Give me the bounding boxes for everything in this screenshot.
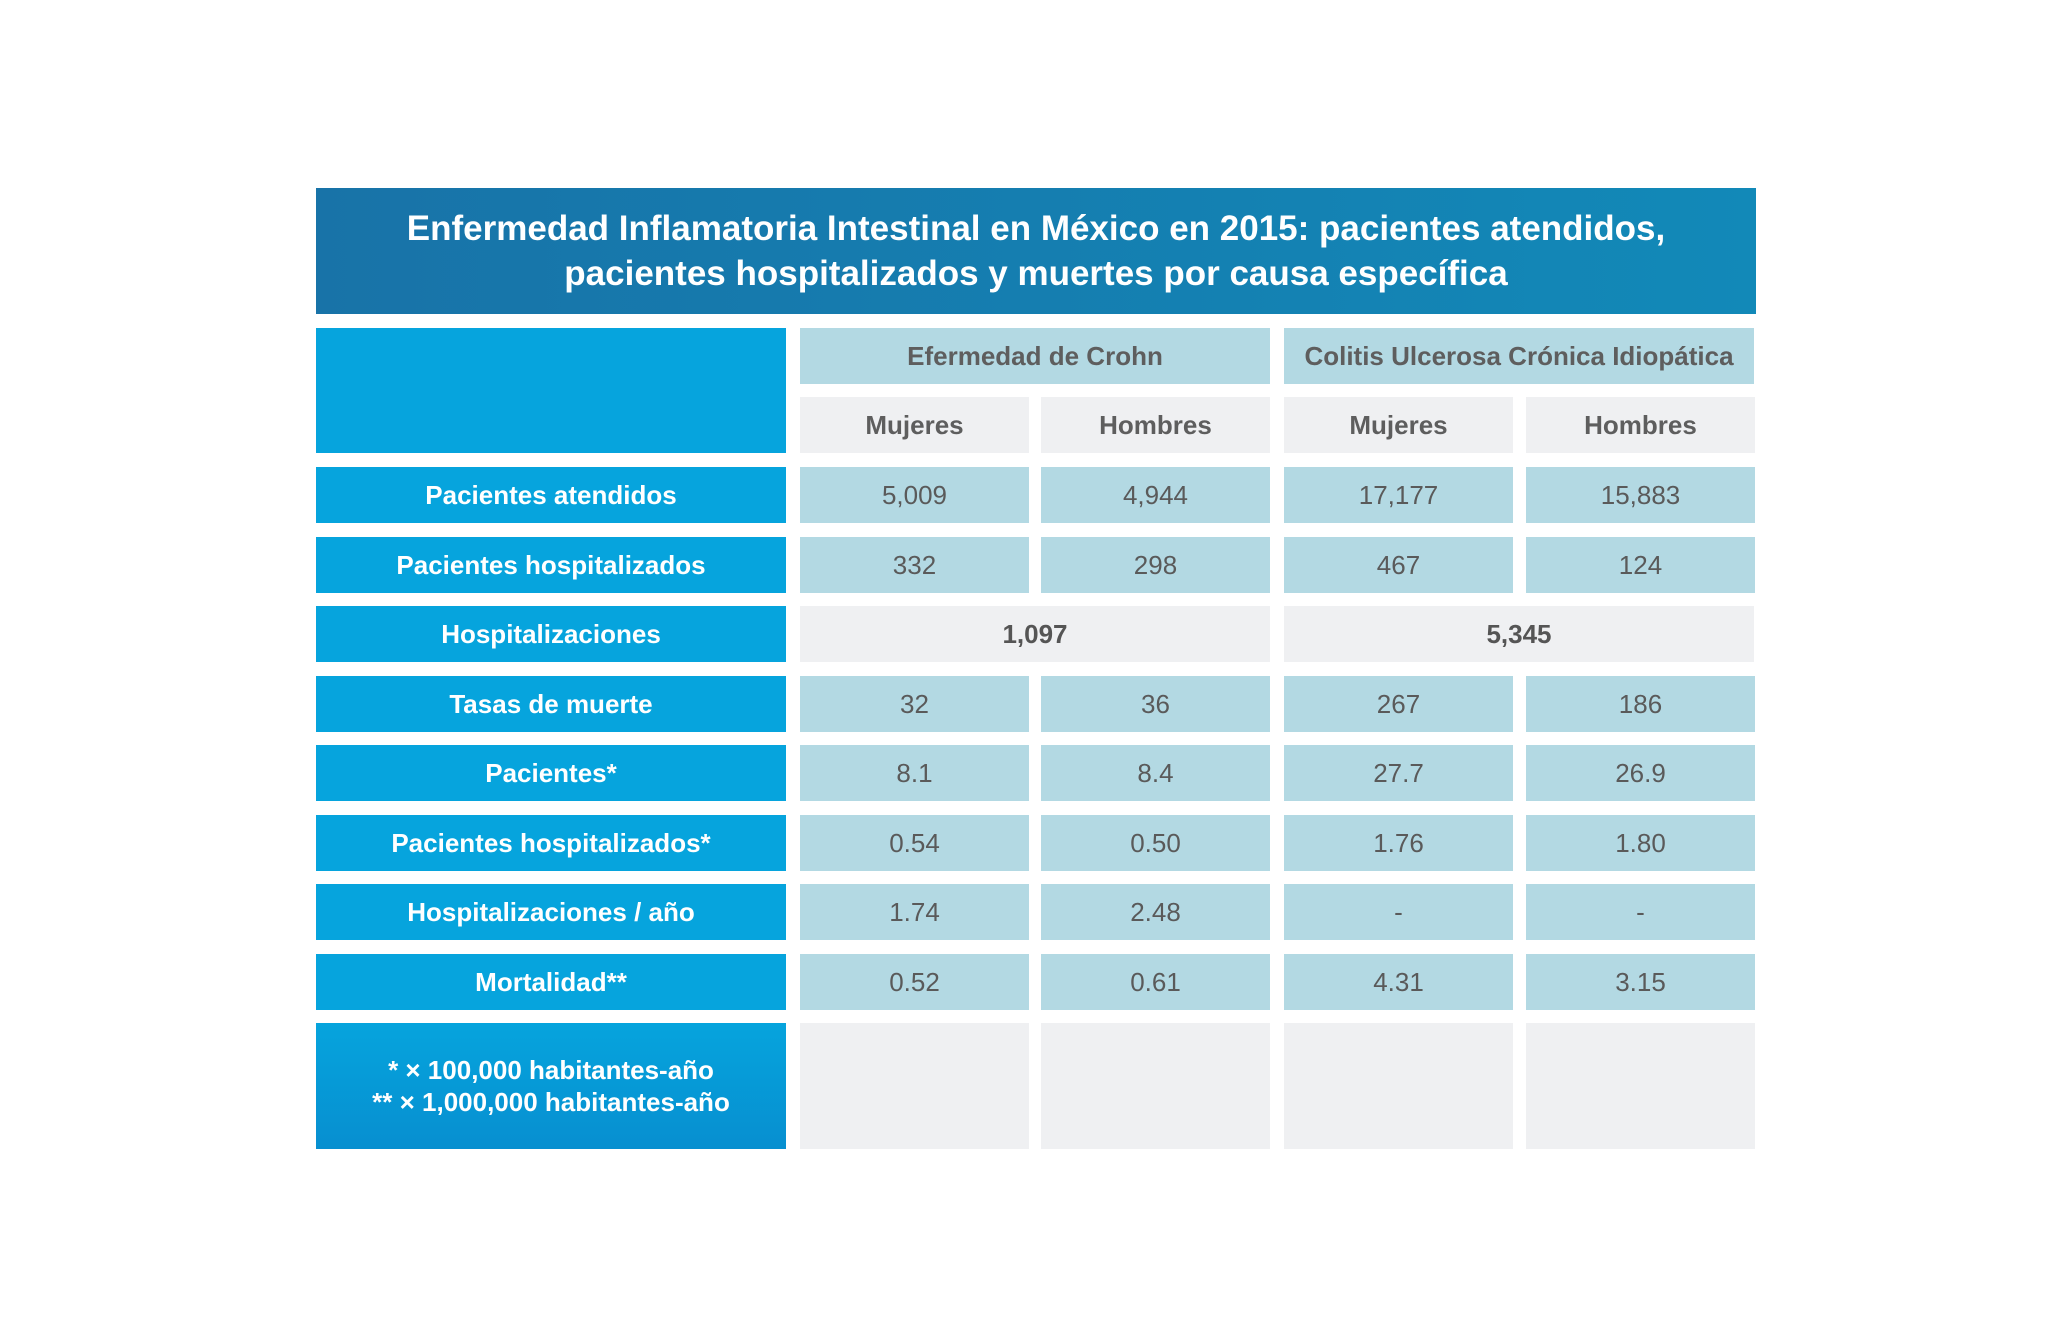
footnote-line: * × 100,000 habitantes-año [388,1055,714,1085]
value-cell: 186 [1526,676,1755,732]
value-cell: 298 [1041,537,1270,593]
empty-cell [1041,1023,1270,1149]
value-cell: 36 [1041,676,1270,732]
value-cell: 8.1 [800,745,1029,801]
merged-value-cell: 1,097 [800,606,1270,662]
value-cell: 467 [1284,537,1513,593]
value-cell: 5,009 [800,467,1029,523]
row-label: Pacientes hospitalizados* [316,815,786,871]
value-cell: 32 [800,676,1029,732]
value-cell: 26.9 [1526,745,1755,801]
group-header: Colitis Ulcerosa Crónica Idiopática [1284,328,1754,384]
empty-cell [800,1023,1029,1149]
value-cell: 0.52 [800,954,1029,1010]
row-label: Hospitalizaciones [316,606,786,662]
value-cell: 15,883 [1526,467,1755,523]
footnote-cell: * × 100,000 habitantes-año ** × 1,000,000… [316,1023,786,1149]
value-cell: 17,177 [1284,467,1513,523]
value-cell: - [1284,884,1513,940]
row-label: Tasas de muerte [316,676,786,732]
value-cell: 3.15 [1526,954,1755,1010]
value-cell: 0.54 [800,815,1029,871]
value-cell: 4.31 [1284,954,1513,1010]
table-title-line-2: pacientes hospitalizados y muertes por c… [564,254,1508,293]
table-title-line-1: Enfermedad Inflamatoria Intestinal en Mé… [406,209,1666,248]
header-corner [316,328,786,453]
row-label: Pacientes atendidos [316,467,786,523]
value-cell: 8.4 [1041,745,1270,801]
footnote-line: ** × 1,000,000 habitantes-año [372,1087,730,1117]
row-label: Hospitalizaciones / año [316,884,786,940]
table-title: Enfermedad Inflamatoria Intestinal en Mé… [316,188,1756,314]
value-cell: 1.76 [1284,815,1513,871]
value-cell: 2.48 [1041,884,1270,940]
value-cell: 332 [800,537,1029,593]
value-cell: 0.50 [1041,815,1270,871]
row-label: Pacientes* [316,745,786,801]
value-cell: 267 [1284,676,1513,732]
value-cell: 124 [1526,537,1755,593]
value-cell: 1.74 [800,884,1029,940]
empty-cell [1284,1023,1513,1149]
value-cell: - [1526,884,1755,940]
group-header: Efermedad de Crohn [800,328,1270,384]
subgroup-header: Mujeres [1284,397,1513,453]
empty-cell [1526,1023,1755,1149]
value-cell: 1.80 [1526,815,1755,871]
value-cell: 0.61 [1041,954,1270,1010]
merged-value-cell: 5,345 [1284,606,1754,662]
subgroup-header: Mujeres [800,397,1029,453]
subgroup-header: Hombres [1526,397,1755,453]
value-cell: 27.7 [1284,745,1513,801]
row-label: Pacientes hospitalizados [316,537,786,593]
subgroup-header: Hombres [1041,397,1270,453]
value-cell: 4,944 [1041,467,1270,523]
row-label: Mortalidad** [316,954,786,1010]
